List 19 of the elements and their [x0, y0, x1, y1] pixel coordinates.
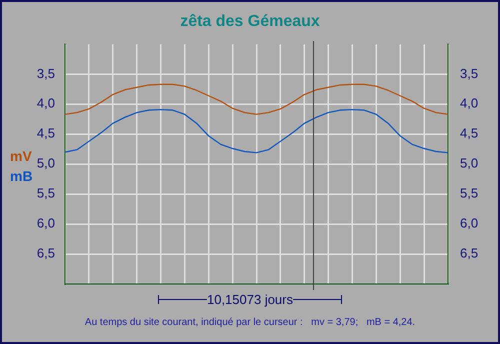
y2-tick-label: 6,0	[460, 216, 478, 231]
y-tick-label: 3,5	[36, 66, 55, 81]
y2-tick-label: 6,5	[460, 246, 478, 261]
y-tick-label: 5,5	[36, 186, 55, 201]
text: mB	[10, 167, 33, 186]
y2-tick-label: 3,5	[460, 66, 478, 81]
y-tick-label: 4,0	[36, 96, 55, 111]
y2-tick-label: 5,0	[460, 156, 478, 171]
y-tick-label: 4,5	[36, 126, 55, 141]
y-tick-label: 5,0	[36, 156, 55, 171]
chart-title: zêta des Gémeaux	[180, 13, 320, 30]
y2-tick-label: 4,5	[460, 126, 478, 141]
y-tick-label: 6,0	[36, 216, 55, 231]
y-tick-label: 6,5	[36, 246, 55, 261]
text: Au temps du site courant, indiqué par le curseur : mv = 3,79; mB = 4,24.	[84, 317, 416, 328]
y2-tick-label: 4,0	[460, 96, 478, 111]
y2-tick-label: 5,5	[460, 186, 478, 201]
text: mV	[10, 147, 33, 166]
text: 10,15073 jours	[206, 292, 293, 307]
